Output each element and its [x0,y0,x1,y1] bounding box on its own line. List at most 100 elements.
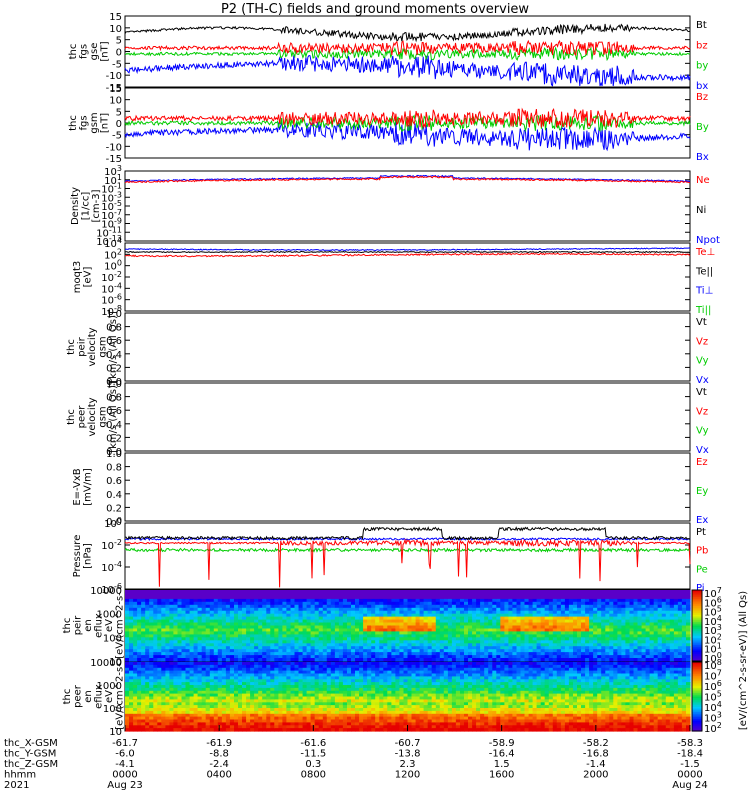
spectro-cell [645,655,651,659]
spectro-cell [229,725,235,729]
spectro-cell [552,619,558,624]
spectro-cell [419,610,425,615]
spectro-cell [270,622,275,627]
spectro-cell [294,708,300,712]
spectro-cell [181,696,187,700]
spectro-cell [334,705,340,709]
spectro-cell [375,616,380,621]
spectro-cell [609,619,614,624]
spectro-cell [512,622,517,627]
spectro-cell [605,646,610,650]
spectro-cell [403,601,409,606]
spectro-cell [371,613,376,618]
spectro-cell [347,705,352,709]
spectro-cell [213,719,219,723]
spectro-cell [242,649,247,653]
spectro-cell [250,728,255,732]
spectro-cell [133,637,138,641]
spectro-cell [209,646,215,650]
spectro-cell [302,725,308,729]
spectro-cell [500,655,505,659]
spectro-cell [395,640,400,644]
spectro-cell [262,682,267,686]
spectro-cell [573,631,578,635]
spectro-cell [451,622,457,627]
spectro-cell [306,713,312,718]
spectro-cell [625,652,630,656]
spectro-cell [347,702,352,706]
spectro-cell [460,646,465,650]
spectro-cell [560,634,566,638]
ytick-label: 15 [109,12,122,23]
spectro-cell [278,699,283,703]
spectro-cell [286,634,291,638]
spectro-cell [617,598,622,603]
spectro-cell [326,713,332,718]
spectro-cell [318,655,324,659]
spectro-cell [246,628,251,633]
spectro-cell [500,640,505,644]
spectro-cell [274,725,279,729]
spectro-cell [577,616,582,621]
spectro-cell [262,595,267,600]
spectro-cell [318,613,324,618]
spectro-cell [383,593,388,597]
spectro-cell [133,631,138,635]
spectro-cell [484,622,489,627]
spectro-cell [129,685,134,689]
spectro-cell [395,595,400,600]
spectro-cell [334,640,340,644]
spectro-cell [302,643,308,647]
spectro-cell [407,613,413,618]
spectro-cell [524,631,530,635]
spectro-cell [338,667,344,672]
spectro-cell [383,658,388,662]
spectro-cell [286,664,291,669]
spectro-cell [133,667,138,672]
spectro-cell [585,658,590,662]
ytick-label: 10-4 [101,560,122,574]
spectro-cell [213,610,219,615]
spectro-cell [423,601,429,606]
spectro-cell [548,593,554,597]
spectro-cell [153,601,158,606]
ylabel-fgs_gsm: thc fgs gsm [nT] [68,112,111,133]
spectro-cell [197,662,203,666]
spectro-cell [314,619,320,624]
spectro-cell [149,646,154,650]
spectro-cell [286,643,291,647]
spectro-cell [201,601,207,606]
spectro-cell [161,702,166,706]
spectro-cell [524,616,530,621]
spectro-cell [435,622,441,627]
spectro-cell [137,713,142,718]
spectro-cell [383,640,388,644]
spectro-cell [500,631,505,635]
spectro-cell [544,595,550,600]
spectro-cell [330,640,336,644]
spectro-cell [645,637,651,641]
spectro-cell [443,649,449,653]
spectro-cell [435,631,441,635]
spectro-cell [234,619,239,624]
spectro-cell [137,613,142,618]
spectro-cell [310,722,316,726]
spectro-cell [197,719,203,723]
spectro-cell [282,655,287,659]
spectro-cell [258,690,263,695]
spectro-cell [238,601,243,606]
spectro-cell [492,616,497,621]
spectro-cell [435,637,441,641]
spectro-cell [415,655,421,659]
spectro-cell [173,613,178,618]
spectro-cell [185,590,191,594]
spectro-cell [625,625,630,630]
spectro-cell [431,634,437,638]
spectro-cell [451,625,457,630]
spectro-cell [411,598,417,603]
spectro-cell [601,610,606,615]
series-gsm-bz [124,107,691,129]
spectro-cell [149,643,154,647]
spectro-cell [641,640,647,644]
spectro-cell [173,719,178,723]
